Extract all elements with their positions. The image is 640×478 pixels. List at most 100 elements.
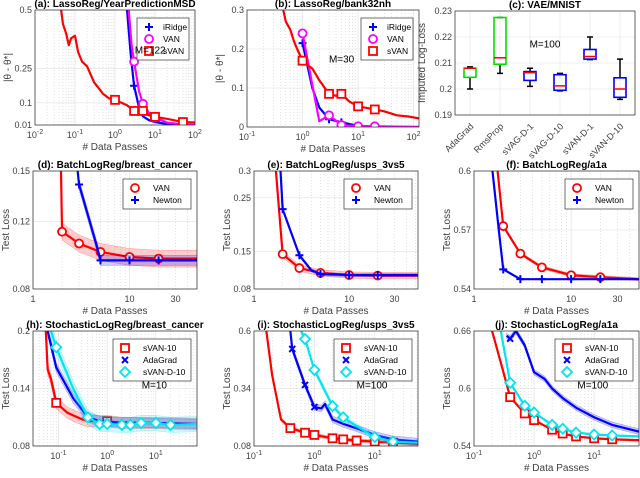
marker-plus xyxy=(154,256,163,265)
series-sVAN-D-10 xyxy=(499,331,639,442)
series-band xyxy=(45,331,197,430)
marker-circle xyxy=(294,263,305,273)
marker-square xyxy=(562,343,572,353)
y-tick-label: 0.6 xyxy=(238,326,251,336)
marker-plus xyxy=(596,275,605,284)
y-tick-label: 0.54 xyxy=(453,441,471,451)
x-tick-label: 10-1 xyxy=(50,450,66,461)
series-band xyxy=(275,171,418,280)
marker-diamond xyxy=(556,422,569,436)
box-RmsProp xyxy=(493,16,507,75)
marker-square xyxy=(368,46,378,56)
legend-item: sVAN xyxy=(144,46,184,56)
y-tick-label: 0 xyxy=(239,122,244,132)
box-whisker xyxy=(527,67,533,88)
x-tick-label: 101 xyxy=(587,450,601,461)
x-tick-label: 100 xyxy=(307,450,321,461)
x-tick-label: 10-1 xyxy=(239,131,255,142)
axes-box xyxy=(34,9,196,126)
y-tick-label: 0.6 xyxy=(458,384,471,394)
x-tick-label: 10-1 xyxy=(67,129,83,140)
marker-diamond xyxy=(326,399,339,413)
panel-f: 0.54 0.57 0.6 1 10 30 (f): BatchLogReg/a1a # Da… xyxy=(442,160,640,317)
box-body xyxy=(493,16,507,66)
marker-plus xyxy=(125,256,134,265)
y-tick-label: 0.08 xyxy=(12,284,30,294)
plot-content xyxy=(60,10,195,125)
legend-item: VAN xyxy=(572,183,612,193)
panel-title: (c): VAE/MNIST xyxy=(509,0,581,11)
y-tick-label: 0.21 xyxy=(434,58,452,68)
y-tick-label: 0.23 xyxy=(434,6,452,16)
marker-x xyxy=(121,356,129,364)
marker-circle xyxy=(368,34,378,44)
x-tick-label: 1 xyxy=(251,294,256,304)
marker-diamond xyxy=(560,365,574,379)
series-line xyxy=(491,171,639,281)
marker-diamond xyxy=(527,406,541,419)
legend-item: iRidge xyxy=(145,22,187,32)
y-tick-label: 0.66 xyxy=(453,326,471,336)
plot-content xyxy=(463,16,627,101)
panel-title: (i): StochasticLogReg/usps_3vs5 xyxy=(257,320,415,331)
legend: VAN Newton xyxy=(564,178,634,210)
legend-item: VAN xyxy=(144,34,180,44)
y-axis-label: Test Loss xyxy=(442,367,453,409)
y-tick-label: 0.15 xyxy=(12,166,30,176)
legend-label: sVAN xyxy=(387,46,408,56)
marker-plus xyxy=(295,251,304,260)
x-tick-label: 10 xyxy=(344,294,354,304)
y-tick-label: 0.01 xyxy=(14,120,32,130)
panel-a: 0.01 0.1 0.25 0.5 10-2 10-1 100 101 102 (a): Lass… xyxy=(3,0,202,153)
marker-circle xyxy=(536,262,547,273)
panel-e: 0.08 0.15 0.25 0.3 1 10 30 (e): BatchLogReg/usp… xyxy=(222,160,419,317)
marker-plus xyxy=(131,196,139,204)
panel-title: (a): LassoReg/YearPredictionMSD xyxy=(34,0,195,10)
marker-diamond xyxy=(368,430,382,444)
legend-item: Newton xyxy=(573,195,624,205)
panel-title: (e): BatchLogReg/usps_3vs5 xyxy=(267,160,405,171)
series-Newton xyxy=(75,171,197,266)
marker-plus xyxy=(145,23,153,31)
axes-box xyxy=(32,330,198,447)
series-sVAN-D-10 xyxy=(49,331,197,433)
marker-diamond xyxy=(298,332,312,346)
marker-x xyxy=(506,334,514,343)
x-axis-label: # Data Passes xyxy=(82,142,147,153)
x-tick-label: 102 xyxy=(188,129,202,140)
legend: iRidge VAN sVAN xyxy=(136,17,190,61)
marker-square xyxy=(341,343,351,353)
box-sVAN-D-10 xyxy=(613,58,627,101)
marker-square xyxy=(129,106,139,116)
marker-square xyxy=(120,343,130,353)
marker-diamond xyxy=(49,341,63,354)
y-axis-label: Test Loss xyxy=(1,209,12,251)
marker-circle xyxy=(572,183,582,193)
legend: sVAN-10 AdaGrad sVAN-D-10 xyxy=(554,338,634,382)
series-band xyxy=(290,331,418,446)
x-axis-label: # Data Passes xyxy=(82,306,147,317)
x-axis-label: # Data Passes xyxy=(524,306,589,317)
y-axis-label: Test Loss xyxy=(442,209,453,251)
plot-content xyxy=(265,331,418,446)
marker-square xyxy=(150,111,160,122)
legend-label: VAN xyxy=(374,183,391,193)
x-tick-label: 101 xyxy=(148,129,162,140)
legend-label: VAN xyxy=(387,34,404,44)
legend: sVAN-10 AdaGrad sVAN-D-10 xyxy=(333,338,413,382)
marker-square xyxy=(369,104,380,115)
legend-label: VAN xyxy=(153,183,170,193)
marker-plus xyxy=(499,265,508,274)
y-tick-label: 0.25 xyxy=(233,193,251,203)
x-tick-label: 10-2 xyxy=(27,129,43,140)
legend-label: AdaGrad xyxy=(585,355,619,365)
marker-diamond xyxy=(605,429,619,442)
legend-label: sVAN-D-10 xyxy=(585,367,628,377)
plot-content xyxy=(44,331,197,433)
marker-diamond xyxy=(545,418,559,432)
marker-plus xyxy=(75,180,84,189)
marker-plus xyxy=(373,271,382,280)
legend-label: Newton xyxy=(153,195,182,205)
x-tick-label: 30 xyxy=(171,294,181,304)
